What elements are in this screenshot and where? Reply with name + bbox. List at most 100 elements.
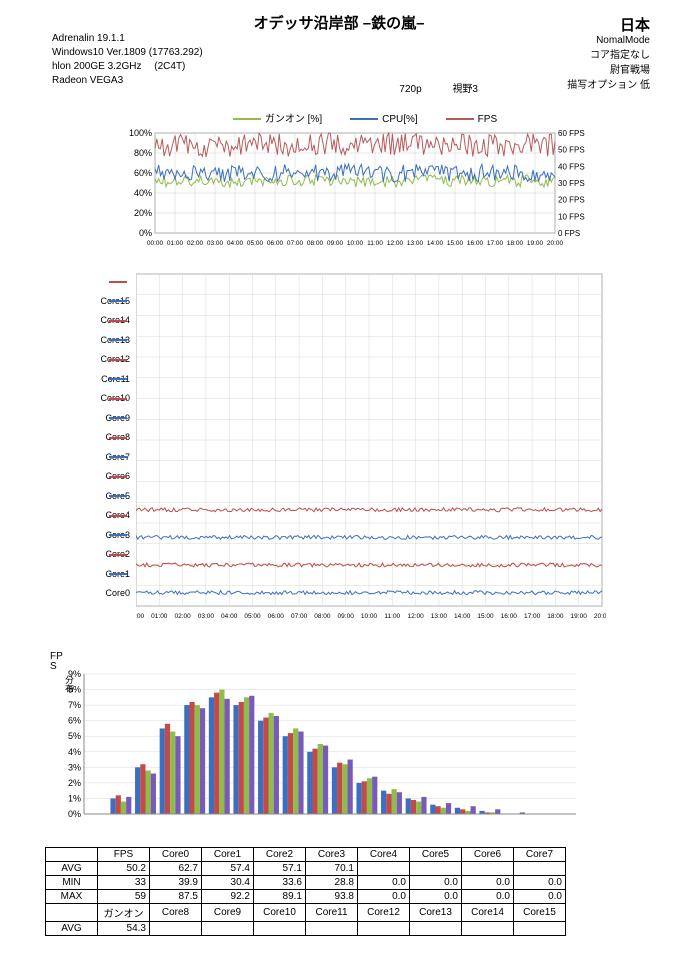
svg-text:15:00: 15:00 (477, 613, 494, 620)
svg-text:17:00: 17:00 (524, 613, 541, 620)
svg-text:20:00: 20:00 (594, 613, 606, 620)
svg-text:19:00: 19:00 (571, 613, 588, 620)
svg-text:10 FPS: 10 FPS (558, 212, 585, 221)
svg-text:50 FPS: 50 FPS (558, 146, 585, 155)
svg-text:06:00: 06:00 (268, 613, 285, 620)
core-line: コア指定なし (567, 46, 650, 61)
header-left: Adrenalin 19.1.1 Windows10 Ver.1809 (177… (52, 32, 203, 88)
core-legend-row: Core11 (90, 350, 130, 370)
table-header-cell: Core1 (202, 848, 254, 862)
country: 日本 (567, 14, 650, 35)
svg-text:20 FPS: 20 FPS (558, 196, 585, 205)
svg-text:10:00: 10:00 (361, 613, 378, 620)
svg-text:01:00: 01:00 (167, 240, 184, 247)
table: FPSCore0Core1Core2Core3Core4Core5Core6Co… (45, 847, 566, 936)
legend-item: ガンオン [%] (233, 110, 322, 125)
svg-text:20:00: 20:00 (547, 240, 564, 247)
chart1-legend: ガンオン [%]CPU[%]FPS (125, 110, 605, 125)
svg-text:00:00: 00:00 (136, 613, 145, 620)
table-cell (514, 862, 566, 876)
legend-item: CPU[%] (350, 114, 418, 125)
table-header-cell: Core8 (150, 904, 202, 922)
stats-table: FPSCore0Core1Core2Core3Core4Core5Core6Co… (45, 847, 566, 936)
svg-text:0 FPS: 0 FPS (558, 229, 580, 238)
svg-text:60 FPS: 60 FPS (558, 129, 585, 138)
table-cell: 57.4 (202, 862, 254, 876)
svg-text:11:00: 11:00 (367, 240, 383, 247)
core-legend-row: Core7 (90, 428, 130, 448)
core-legend-row: Core1 (90, 545, 130, 565)
svg-text:07:00: 07:00 (287, 240, 304, 247)
table-cell: MAX (46, 890, 98, 904)
svg-text:6%: 6% (68, 716, 81, 726)
table-header-cell: Core13 (410, 904, 462, 922)
table-cell (462, 862, 514, 876)
svg-text:10:00: 10:00 (347, 240, 364, 247)
core-legend-row: Core3 (90, 506, 130, 526)
svg-text:2%: 2% (68, 778, 81, 788)
svg-text:14:00: 14:00 (454, 613, 471, 620)
table-cell (254, 922, 306, 936)
svg-text:08:00: 08:00 (307, 240, 324, 247)
table-header-cell: Core9 (202, 904, 254, 922)
svg-text:40 FPS: 40 FPS (558, 162, 585, 171)
table-cell (410, 922, 462, 936)
core-legend-row: Core12 (90, 331, 130, 351)
table-cell: 50.2 (98, 862, 150, 876)
core-legend-row: Core6 (90, 448, 130, 468)
table-cell: 0.0 (462, 890, 514, 904)
svg-text:7%: 7% (68, 700, 81, 710)
table-cell (358, 862, 410, 876)
table-cell: 89.1 (254, 890, 306, 904)
table-cell: 92.2 (202, 890, 254, 904)
svg-text:04:00: 04:00 (227, 240, 244, 247)
table-cell: MIN (46, 876, 98, 890)
table-cell (358, 922, 410, 936)
svg-text:16:00: 16:00 (467, 240, 484, 247)
svg-text:4%: 4% (68, 747, 81, 757)
svg-text:17:00: 17:00 (487, 240, 504, 247)
table-header-cell: Core4 (358, 848, 410, 862)
table-cell: 70.1 (306, 862, 358, 876)
table-header-cell: Core5 (410, 848, 462, 862)
table-cell: 33.6 (254, 876, 306, 890)
core-legend-row: Core9 (90, 389, 130, 409)
table-cell (410, 862, 462, 876)
table-header-cell: Core2 (254, 848, 306, 862)
svg-text:05:00: 05:00 (244, 613, 261, 620)
table-cell: AVG (46, 862, 98, 876)
table-cell: 0.0 (358, 876, 410, 890)
svg-text:08:00: 08:00 (314, 613, 331, 620)
header-right: 日本 NomalMode コア指定なし 尉官戦場 描写オプション 低 (567, 14, 650, 91)
table-cell: 54.3 (98, 922, 150, 936)
chart-fps-dist: FPS 分布 0%1%2%3%4%5%6%7%8%9% (60, 670, 620, 823)
table-cell: AVG (46, 922, 98, 936)
svg-text:19:00: 19:00 (527, 240, 544, 247)
svg-text:09:00: 09:00 (327, 240, 344, 247)
svg-text:02:00: 02:00 (187, 240, 204, 247)
option-line: 描写オプション 低 (567, 76, 650, 91)
table-header-cell: Core0 (150, 848, 202, 862)
svg-text:11:00: 11:00 (384, 613, 400, 620)
table-cell: 0.0 (514, 876, 566, 890)
svg-text:30 FPS: 30 FPS (558, 179, 585, 188)
svg-text:01:00: 01:00 (151, 613, 168, 620)
table-cell: 87.5 (150, 890, 202, 904)
table-cell (514, 922, 566, 936)
svg-text:12:00: 12:00 (387, 240, 404, 247)
table-cell: 0.0 (462, 876, 514, 890)
svg-text:03:00: 03:00 (207, 240, 224, 247)
table-cell: 57.1 (254, 862, 306, 876)
core-legend-row: Core0 (90, 565, 130, 585)
table-cell (150, 922, 202, 936)
core-legend-row: Core5 (90, 467, 130, 487)
table-cell: 0.0 (514, 890, 566, 904)
core-legend-row: Core10 (90, 370, 130, 390)
table-cell: 62.7 (150, 862, 202, 876)
svg-text:20%: 20% (134, 208, 152, 218)
svg-text:3%: 3% (68, 762, 81, 772)
table-cell: 39.9 (150, 876, 202, 890)
svg-text:0%: 0% (139, 228, 152, 238)
table-header-cell: ガンオン (98, 904, 150, 922)
svg-text:09:00: 09:00 (338, 613, 355, 620)
